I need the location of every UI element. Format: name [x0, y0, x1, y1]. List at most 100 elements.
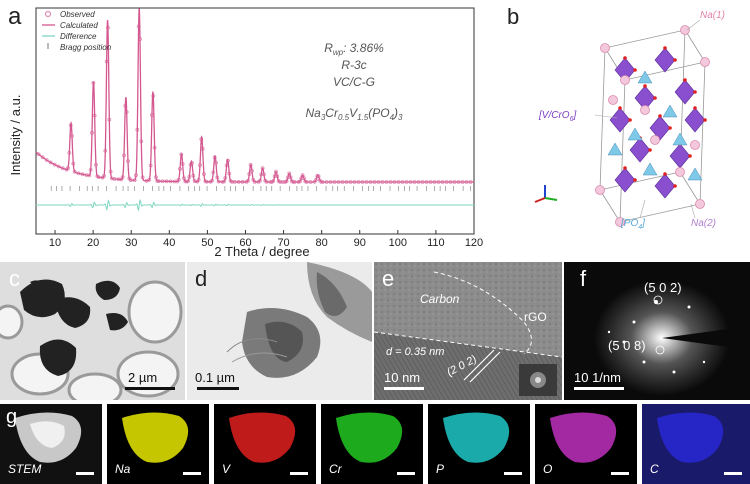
- unit-cell: [594, 19, 710, 227]
- panel-e-hrtem-image: e Carbon rGO d = 0.35 nm (2 0 2) 10 nm: [374, 262, 562, 400]
- oxygen-atom: [618, 106, 622, 110]
- oxygen-atom: [663, 46, 667, 50]
- na-atom: [620, 75, 630, 85]
- panel-c-tem-image: c 2 µm: [0, 262, 185, 400]
- x-tick-label-20: 20: [87, 237, 99, 249]
- map-o-label: O: [543, 462, 553, 476]
- panel-d-letter: d: [195, 266, 208, 291]
- space-group-annotation: R-3c: [341, 58, 366, 72]
- oxygen-atom: [693, 106, 697, 110]
- cell-edge: [684, 29, 706, 63]
- difference-curve: [36, 198, 474, 212]
- observed-point: [300, 173, 305, 178]
- vcro6-octahedron: [654, 173, 676, 199]
- po4-tetrahedron: [672, 132, 688, 146]
- na-atom: [650, 135, 660, 145]
- panel-d-scale-label: 0.1 µm: [195, 370, 236, 385]
- x-tick-label-60: 60: [239, 237, 251, 249]
- observed-point: [36, 152, 41, 157]
- vcro6-octahedron: [629, 137, 651, 163]
- panel-f-saed-pattern: f (5 0 2) (5 0 8) 10 1/nm: [564, 262, 750, 400]
- na-atom: [640, 105, 650, 115]
- na1-label: Na(1): [700, 10, 725, 21]
- oxygen-atom: [683, 78, 687, 82]
- vcro6-octahedron: [649, 115, 671, 141]
- oxygen-atom: [658, 114, 662, 118]
- po4-tetrahedron: [627, 127, 643, 141]
- legend-difference: Difference: [60, 32, 97, 41]
- panel-e-scale-label: 10 nm: [384, 370, 421, 385]
- x-tick-label-70: 70: [277, 237, 289, 249]
- sample-annotation: VC/C-G: [333, 75, 375, 89]
- tem-d-content: [187, 262, 372, 400]
- po4-tetrahedron: [642, 162, 658, 176]
- na-atom: [600, 43, 610, 53]
- oxygen-atom: [668, 126, 672, 130]
- observed-point: [40, 155, 45, 160]
- d-spacing-label: d = 0.35 nm: [386, 346, 445, 358]
- observed-point: [48, 160, 53, 165]
- rgo-label: rGO: [524, 310, 547, 324]
- plot-frame: [35, 7, 475, 235]
- map-p: P: [428, 404, 530, 484]
- formula-part: 0.5: [338, 113, 350, 122]
- oxygen-atom: [623, 56, 627, 60]
- cell-edge: [679, 171, 701, 205]
- formula-part: ): [392, 106, 398, 120]
- map-na-scale-bar: [183, 472, 201, 475]
- legend-observed: Observed: [60, 10, 95, 19]
- map-stem-label: STEM: [8, 462, 42, 476]
- bragg-position-marks: [50, 186, 472, 191]
- xrd-refinement-chart: 10 20 30 40 50 60 70 80 90 100 110 120 a Intensity …: [8, 3, 483, 259]
- spot-502-label: (5 0 2): [644, 280, 682, 295]
- axis-triad: [534, 185, 558, 203]
- x-tick-label-10: 10: [49, 237, 61, 249]
- cell-edge: [599, 47, 606, 191]
- formula-annotation: Na3Cr0.5V1.5(PO4)3: [306, 106, 404, 122]
- vcro6-octahedron: [614, 167, 636, 193]
- na2-label: Na(2): [691, 218, 716, 229]
- y-axis-label: Intensity / a.u.: [8, 95, 23, 176]
- na-atom: [690, 140, 700, 150]
- legend-observed-marker: [44, 10, 52, 18]
- map-stem-scale-bar: [76, 472, 94, 475]
- oxygen-atom: [693, 90, 697, 94]
- cell-edge: [619, 203, 701, 223]
- formula-part: 3: [398, 113, 403, 122]
- map-c-label: C: [650, 462, 659, 476]
- na-atom: [595, 185, 605, 195]
- oxygen-atom: [688, 154, 692, 158]
- x-tick-label-120: 120: [465, 237, 483, 249]
- cell-edge: [599, 189, 621, 223]
- po4-tetrahedron: [662, 104, 678, 118]
- formula-part: 4: [390, 113, 395, 122]
- formula-part: (PO: [368, 106, 389, 120]
- panel-e-scale-bar: [384, 387, 424, 390]
- formula-part: Cr: [325, 106, 339, 120]
- na2-leader: [690, 203, 696, 219]
- oxygen-atom: [623, 166, 627, 170]
- formula-part: 3: [321, 113, 326, 122]
- axis-y: [544, 197, 558, 201]
- oxygen-atom: [628, 118, 632, 122]
- panel-c-scale-bar: [125, 387, 175, 390]
- vcro6-leader: [594, 114, 618, 119]
- na-atom: [675, 167, 685, 177]
- axis-x: [534, 197, 546, 203]
- na-atom: [615, 217, 625, 227]
- cell-edge: [619, 79, 626, 223]
- panel-d-tem-image: d 0.1 µm: [187, 262, 372, 400]
- po4-label: [PO4]: [620, 218, 645, 231]
- panel-c-letter: c: [9, 266, 20, 291]
- map-stem: STEM g: [0, 404, 102, 484]
- legend: Observed Calculated Difference Bragg pos…: [42, 10, 112, 52]
- oxygen-atom: [663, 172, 667, 176]
- na-atom: [608, 95, 618, 105]
- map-v-scale-bar: [290, 472, 308, 475]
- po4-leader: [639, 199, 646, 219]
- panel-a-letter: a: [8, 3, 22, 30]
- oxygen-atom: [648, 148, 652, 152]
- map-o-scale-bar: [611, 472, 629, 475]
- x-tick-label-50: 50: [201, 237, 213, 249]
- oxygen-atom: [673, 184, 677, 188]
